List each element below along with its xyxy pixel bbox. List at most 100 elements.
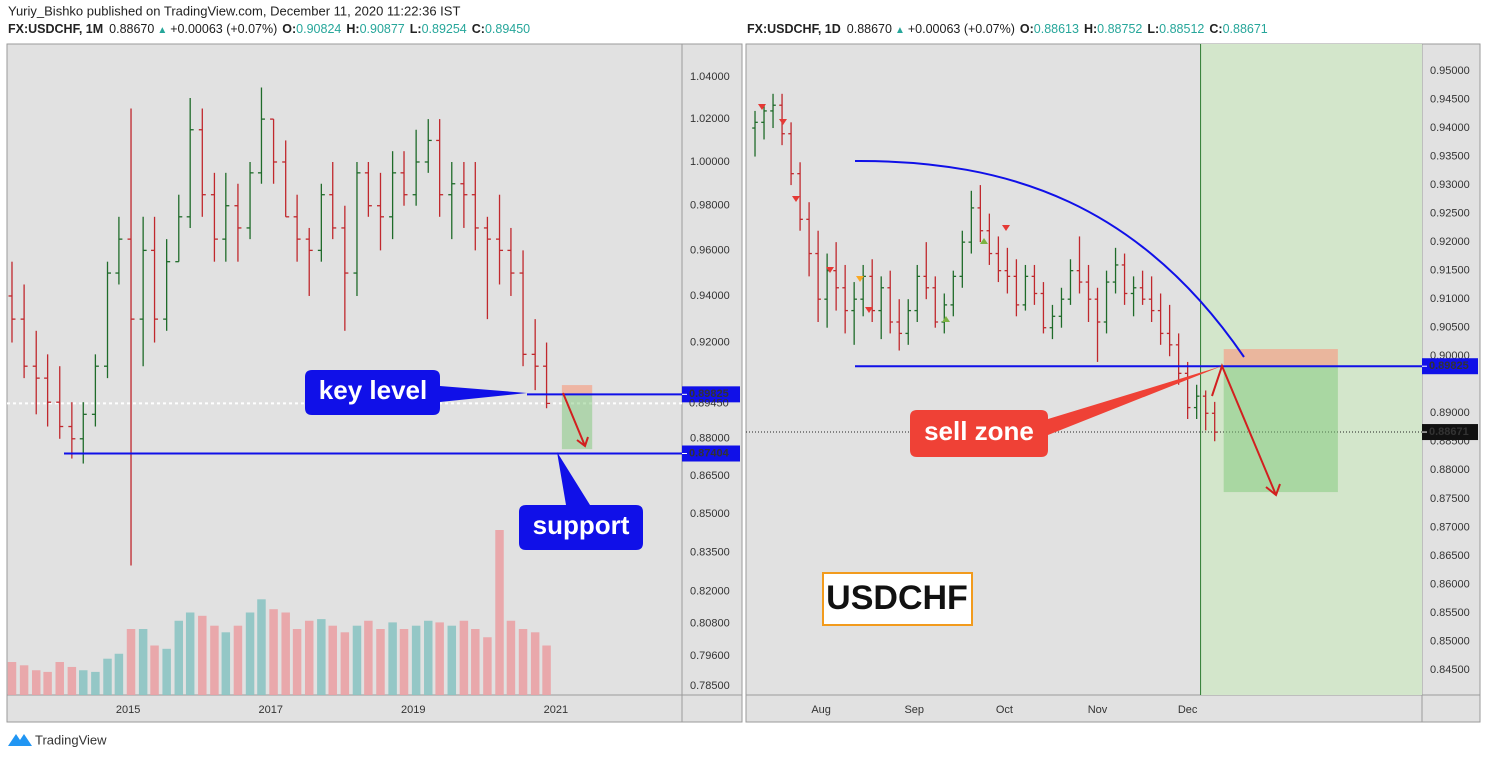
support-text: support <box>533 510 630 540</box>
footer-logo: TradingView <box>8 732 107 747</box>
annotations: key level support sell zone USDCHF <box>305 104 1281 626</box>
volume-bar <box>19 665 29 695</box>
volume-bar <box>257 599 266 695</box>
y-tick-label: 0.92000 <box>1430 236 1470 248</box>
legend-key: O: <box>282 22 296 36</box>
signal-marker <box>779 119 787 125</box>
signal-marker <box>865 307 873 313</box>
y-tick-label: 1.00000 <box>690 156 730 168</box>
legend-value: 0.88512 <box>1159 22 1204 36</box>
volume-bar <box>126 629 136 695</box>
volume-bar <box>150 645 159 695</box>
volume-bar <box>55 662 64 695</box>
y-tick-label: 0.88000 <box>690 433 730 445</box>
y-tick-label: 0.82000 <box>690 586 730 598</box>
x-tick-label: Oct <box>996 704 1013 716</box>
key-level-text: key level <box>319 375 427 405</box>
legend-arrow: ▲ <box>895 25 905 36</box>
volume-bar <box>317 619 326 695</box>
y-tick-label: 0.91500 <box>1430 265 1470 277</box>
volume-bar <box>162 648 171 695</box>
volume-bar <box>518 629 528 695</box>
volume-bar <box>388 622 397 695</box>
legend-value: 0.88752 <box>1097 22 1142 36</box>
volume-bar <box>352 625 362 695</box>
legend-last: 0.88670 <box>109 22 154 36</box>
y-tick-label: 0.93000 <box>1430 179 1470 191</box>
volume-bar <box>304 620 314 695</box>
signal-marker <box>980 238 988 244</box>
y-tick-label: 1.04000 <box>690 71 730 83</box>
volume-bar <box>542 645 551 695</box>
brand: TradingView <box>35 732 107 747</box>
legend-symbol: FX:USDCHF, 1M <box>8 22 103 36</box>
volume-bar <box>138 629 148 695</box>
sell-zone-callout <box>910 366 1222 457</box>
volume-bar <box>91 671 100 695</box>
x-tick-label: Nov <box>1088 704 1108 716</box>
volume-bar <box>210 625 219 695</box>
y-tick-label: 0.89000 <box>1430 407 1470 419</box>
volume-bar <box>245 612 255 695</box>
symbol-box-text: USDCHF <box>826 579 968 617</box>
volume-bar <box>292 629 302 695</box>
volume-bar <box>495 530 504 695</box>
volume-bar <box>79 670 88 695</box>
price-label-box <box>1422 424 1478 441</box>
y-tick-label: 0.84500 <box>1430 664 1470 676</box>
signal-marker <box>826 267 834 273</box>
y-tick-label: 0.98000 <box>690 200 730 212</box>
legend-key: H: <box>1084 22 1097 36</box>
legend-key: C: <box>1209 22 1222 36</box>
curve <box>854 159 1245 358</box>
chart-layer: FX:USDCHF, 1M 0.88670 ▲ +0.00063 (+0.07%) O:… <box>7 22 1480 722</box>
price-label: 0.89825 <box>689 388 729 400</box>
legend-change: +0.00063 (+0.07%) <box>170 22 277 36</box>
volume-bar <box>328 625 337 695</box>
x-tick-label: Aug <box>811 704 831 716</box>
y-tick-label: 0.94000 <box>1430 122 1470 134</box>
y-tick-label: 0.85000 <box>1430 635 1470 647</box>
signal-marker <box>856 276 864 282</box>
price-label: 0.89825 <box>1429 360 1469 372</box>
symbol-box <box>822 572 973 626</box>
y-tick-label: 0.92000 <box>690 336 730 348</box>
x-tick-label: Dec <box>1178 704 1198 716</box>
volume-bar <box>340 632 350 695</box>
volume-bar <box>459 620 469 695</box>
y-tick-label: 0.86500 <box>1430 550 1470 562</box>
volume-bar <box>198 615 207 695</box>
volume-bar <box>435 622 444 695</box>
stop-zone <box>1223 349 1338 367</box>
legend-value: 0.88671 <box>1223 22 1268 36</box>
volume-bar <box>67 666 77 695</box>
y-tick-label: 0.88000 <box>1430 464 1470 476</box>
sell-zone-text: sell zone <box>924 416 1034 446</box>
price-label-box <box>1422 358 1478 375</box>
y-tick-label: 0.86000 <box>1430 578 1470 590</box>
x-tick-label: 2021 <box>544 704 568 716</box>
volume-bar <box>530 632 540 695</box>
volume-bar <box>269 609 278 695</box>
y-tick-label: 0.85500 <box>1430 607 1470 619</box>
signal-marker <box>792 196 800 202</box>
price-label: 0.89450 <box>689 397 729 409</box>
legend-value: 0.90877 <box>360 22 405 36</box>
volume-bar <box>185 612 195 695</box>
y-tick-label: 0.87500 <box>1430 493 1470 505</box>
volume-bar <box>174 620 184 695</box>
legend-key: C: <box>472 22 485 36</box>
y-tick-label: 0.94000 <box>690 290 730 302</box>
legend: FX:USDCHF, 1M 0.88670 ▲ +0.00063 (+0.07%) O:… <box>8 22 530 36</box>
chart: FX:USDCHF, 1M 0.88670 ▲ +0.00063 (+0.07%) O:… <box>7 22 742 722</box>
legend-last: 0.88670 <box>847 22 892 36</box>
logo-icon <box>8 734 32 746</box>
price-label: 0.87404 <box>689 447 730 459</box>
volume-bar <box>103 658 112 695</box>
legend-value: 0.88613 <box>1034 22 1079 36</box>
volume-bar <box>233 625 243 695</box>
legend-change: +0.00063 (+0.07%) <box>908 22 1015 36</box>
y-tick-label: 0.93500 <box>1430 150 1470 162</box>
signal-marker <box>758 104 766 110</box>
